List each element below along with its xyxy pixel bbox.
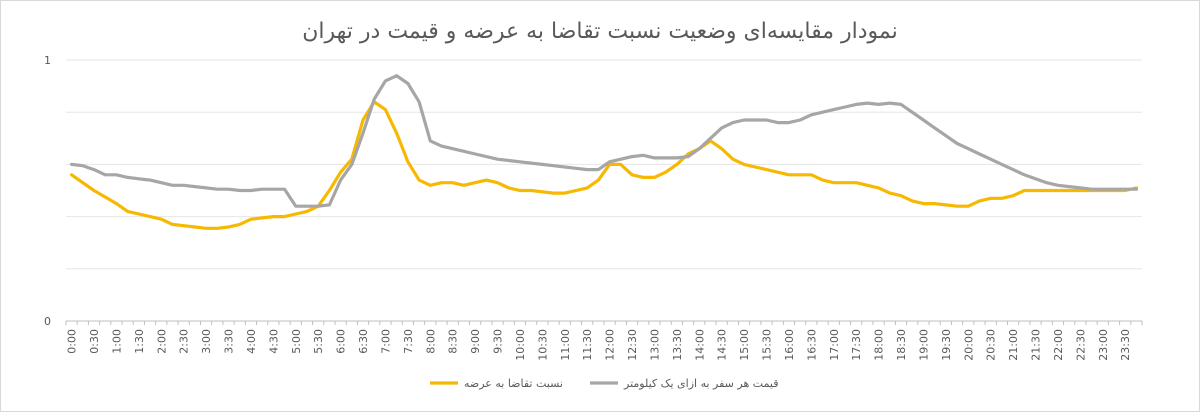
x-tick-label: 17:00 — [828, 329, 841, 361]
x-tick-label: 3:00 — [200, 329, 213, 354]
legend-label-1: نسبت تقاضا به عرضه — [464, 377, 563, 390]
x-tick-label: 19:30 — [940, 329, 953, 361]
x-tick-label: 15:30 — [761, 329, 774, 361]
x-tick-label: 1:00 — [110, 329, 123, 354]
x-tick-label: 5:00 — [290, 329, 303, 354]
x-tick-label: 5:30 — [312, 329, 325, 354]
x-tick-label: 14:30 — [716, 329, 729, 361]
x-tick-label: 8:00 — [424, 329, 437, 354]
x-tick-label: 16:30 — [805, 329, 818, 361]
x-tick-label: 0:30 — [88, 329, 101, 354]
x-tick-label: 6:30 — [357, 329, 370, 354]
x-tick-label: 7:30 — [402, 329, 415, 354]
x-tick-label: 13:00 — [648, 329, 661, 361]
x-tick-label: 23:00 — [1097, 329, 1110, 361]
x-tick-label: 9:00 — [469, 329, 482, 354]
x-tick-label: 6:00 — [335, 329, 348, 354]
x-tick-label: 20:00 — [962, 329, 975, 361]
x-tick-label: 11:30 — [581, 329, 594, 361]
legend: نسبت تقاضا به عرضه قیمت هر سفر به ازای یک… — [430, 377, 779, 390]
x-tick-label: 4:00 — [245, 329, 258, 354]
x-tick-label: 15:00 — [738, 329, 751, 361]
chart-title: نمودار مقایسه‌ای وضعیت نسبت تقاضا به عرض… — [302, 19, 898, 44]
x-tick-label: 10:00 — [514, 329, 527, 361]
x-tick-label: 1:30 — [133, 329, 146, 354]
y-tick-label: 0 — [44, 315, 51, 328]
x-tick-label: 7:00 — [379, 329, 392, 354]
x-tick-label: 2:30 — [178, 329, 191, 354]
x-tick-label: 17:30 — [850, 329, 863, 361]
x-tick-label: 13:30 — [671, 329, 684, 361]
x-tick-label: 19:00 — [917, 329, 930, 361]
x-tick-label: 18:30 — [895, 329, 908, 361]
x-tick-label: 21:00 — [1007, 329, 1020, 361]
x-tick-label: 16:00 — [783, 329, 796, 361]
series-line-2 — [69, 74, 1139, 208]
legend-label-2: قیمت هر سفر به ازای یک کیلومتر — [623, 377, 779, 390]
x-tick-label: 22:30 — [1074, 329, 1087, 361]
x-tick-label: 8:30 — [447, 329, 460, 354]
x-tick-label: 20:30 — [985, 329, 998, 361]
x-tick-label: 22:00 — [1052, 329, 1065, 361]
x-tick-label: 14:00 — [693, 329, 706, 361]
x-axis: 0:00 0:30 1:00 1:30 2:00 2:30 3:00 3:30 4:00 4:30… — [65, 321, 1143, 361]
series-line-1 — [69, 100, 1139, 230]
y-axis: 01 — [44, 54, 51, 328]
x-tick-label: 11:00 — [559, 329, 572, 361]
x-tick-label: 12:00 — [604, 329, 617, 361]
series-lines — [69, 74, 1139, 230]
x-tick-label: 12:30 — [626, 329, 639, 361]
x-tick-label: 3:30 — [223, 329, 236, 354]
x-tick-label: 2:00 — [155, 329, 168, 354]
x-tick-label: 9:30 — [492, 329, 505, 354]
y-tick-label: 1 — [44, 54, 51, 67]
x-tick-label: 0:00 — [66, 329, 79, 354]
x-tick-label: 18:00 — [873, 329, 886, 361]
x-tick-label: 4:30 — [267, 329, 280, 354]
x-tick-label: 21:30 — [1030, 329, 1043, 361]
x-tick-label: 10:30 — [536, 329, 549, 361]
x-tick-label: 23:30 — [1119, 329, 1132, 361]
